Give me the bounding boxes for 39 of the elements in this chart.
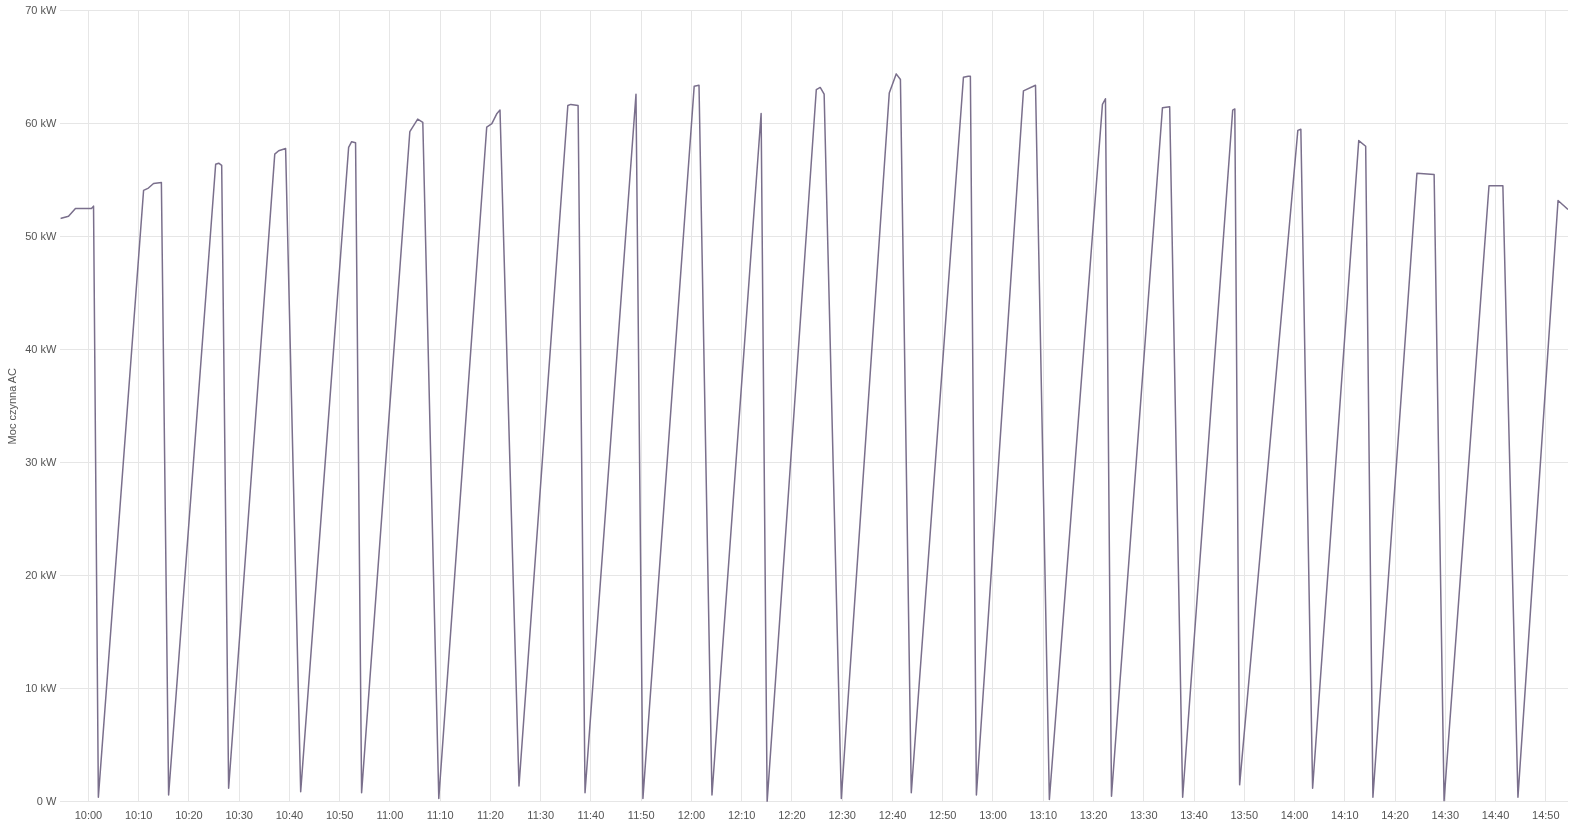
x-tick-label: 13:50: [1230, 809, 1259, 822]
y-tick-label: 20 kW: [25, 568, 57, 581]
x-tick-label: 13:20: [1079, 809, 1108, 822]
x-tick-label: 12:00: [677, 809, 706, 822]
x-tick-label: 13:30: [1129, 809, 1158, 822]
x-tick-label: 14:40: [1481, 809, 1510, 822]
y-tick-label: 40 kW: [25, 342, 57, 355]
y-tick-label: 60 kW: [25, 116, 57, 129]
y-tick-label: 50 kW: [25, 229, 57, 242]
x-tick-label: 10:50: [325, 809, 354, 822]
x-tick-label: 11:10: [426, 809, 454, 822]
x-tick-label: 11:20: [477, 809, 504, 822]
x-tick-label: 11:00: [376, 809, 404, 822]
y-tick-label: 70 kW: [25, 3, 57, 16]
x-tick-label: 11:50: [627, 809, 655, 822]
x-tick-label: 14:00: [1280, 809, 1309, 822]
x-tick-label: 10:40: [275, 809, 304, 822]
x-tick-label: 13:00: [979, 809, 1007, 822]
y-tick-label: 10 kW: [25, 681, 57, 694]
y-tick-label: 0 W: [36, 794, 57, 807]
x-tick-label: 11:30: [527, 809, 555, 822]
x-tick-label: 13:10: [1029, 809, 1058, 822]
x-tick-label: 10:10: [124, 809, 153, 822]
y-axis-title: Moc czynna AC: [5, 367, 18, 445]
x-tick-label: 12:40: [878, 809, 907, 822]
x-tick-label: 14:10: [1331, 809, 1359, 822]
x-tick-label: 13:40: [1180, 809, 1208, 822]
x-tick-label: 10:00: [74, 809, 103, 822]
y-tick-label: 30 kW: [25, 455, 57, 468]
x-tick-label: 12:10: [727, 809, 756, 822]
x-tick-label: 12:50: [928, 809, 957, 822]
x-tick-label: 12:20: [778, 809, 806, 822]
x-tick-label: 12:30: [828, 809, 856, 822]
x-tick-label: 14:50: [1532, 809, 1560, 822]
x-tick-label: 14:20: [1381, 809, 1409, 822]
x-tick-label: 10:20: [175, 809, 203, 822]
x-tick-label: 14:30: [1431, 809, 1460, 822]
x-tick-label: 11:40: [577, 809, 605, 822]
x-tick-label: 10:30: [225, 809, 253, 822]
